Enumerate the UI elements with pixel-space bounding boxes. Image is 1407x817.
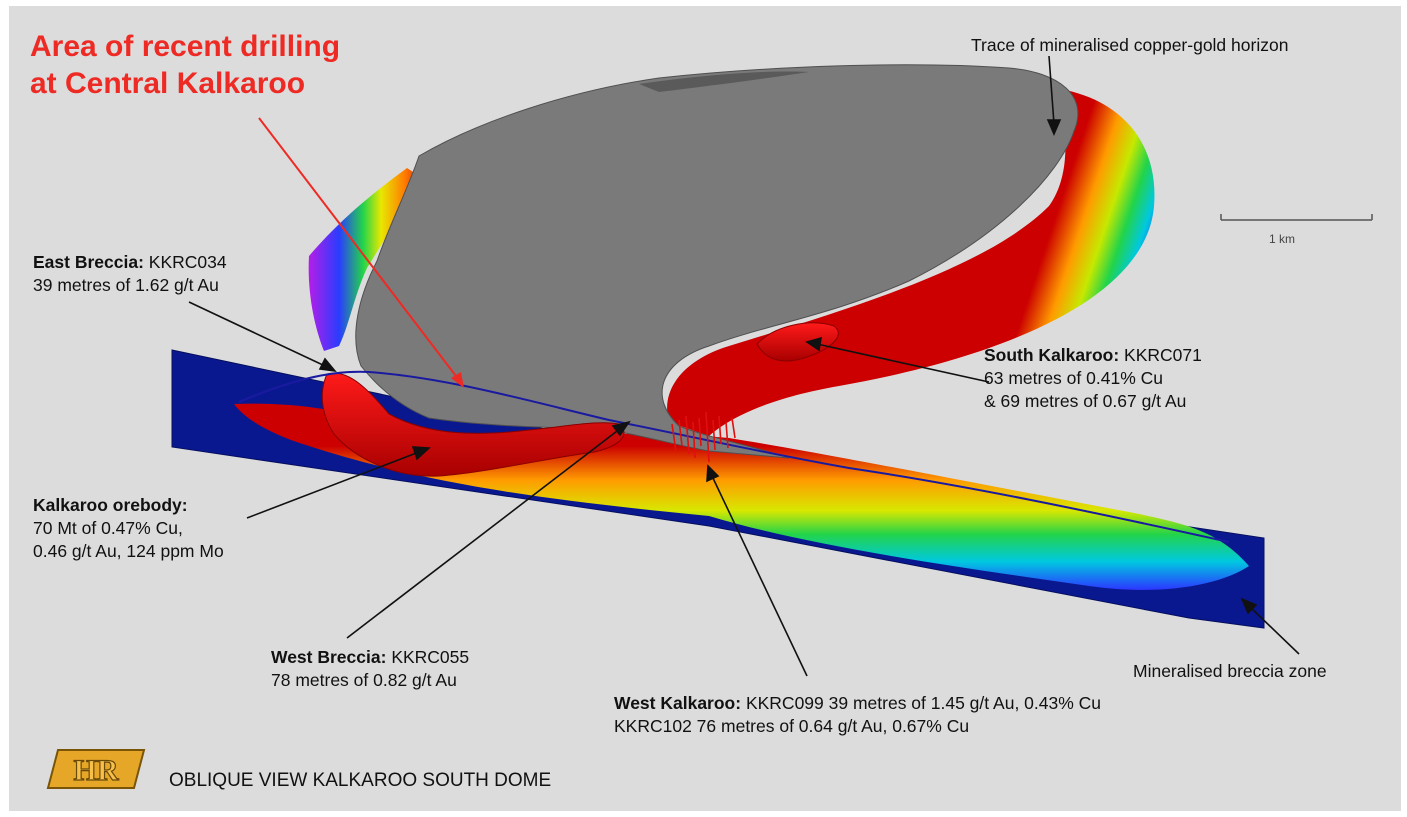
horizon-trace-line bbox=[238, 370, 1230, 543]
horizon-band-west bbox=[308, 168, 419, 351]
svg-text:HR: HR bbox=[74, 754, 119, 787]
drilling-area-arrow bbox=[258, 117, 464, 388]
scale-bar bbox=[1220, 214, 1373, 221]
drill-holes bbox=[671, 411, 736, 463]
label-arrows bbox=[188, 55, 1300, 677]
south-kalkaroo-body bbox=[756, 322, 839, 362]
label-west-breccia: West Breccia: KKRC055 78 metres of 0.82 … bbox=[271, 647, 470, 690]
dome-top-shading bbox=[639, 71, 809, 92]
dome-surface bbox=[355, 64, 1079, 459]
label-west-kalkaroo: West Kalkaroo: KKRC099 39 metres of 1.45… bbox=[614, 693, 1102, 736]
label-south-kalkaroo: South Kalkaroo: KKRC071 63 metres of 0.4… bbox=[984, 345, 1202, 411]
kalkaroo-3d-model bbox=[171, 55, 1373, 677]
label-trace-horizon: Trace of mineralised copper-gold horizon bbox=[971, 35, 1289, 55]
diagram-canvas: Area of recent drilling at Central Kalka… bbox=[9, 6, 1401, 811]
kalkaroo-orebody bbox=[321, 372, 625, 477]
label-kalkaroo-orebody: Kalkaroo orebody: 70 Mt of 0.47% Cu, 0.4… bbox=[33, 495, 224, 561]
label-breccia-zone: Mineralised breccia zone bbox=[1133, 661, 1327, 681]
label-east-breccia: East Breccia: KKRC034 39 metres of 1.62 … bbox=[33, 252, 227, 295]
scale-bar-label: 1 km bbox=[1269, 232, 1296, 246]
figure-caption: OBLIQUE VIEW KALKAROO SOUTH DOME bbox=[169, 770, 552, 791]
hr-logo: HR bbox=[46, 749, 146, 789]
drilling-area-title: Area of recent drilling at Central Kalka… bbox=[30, 30, 341, 100]
